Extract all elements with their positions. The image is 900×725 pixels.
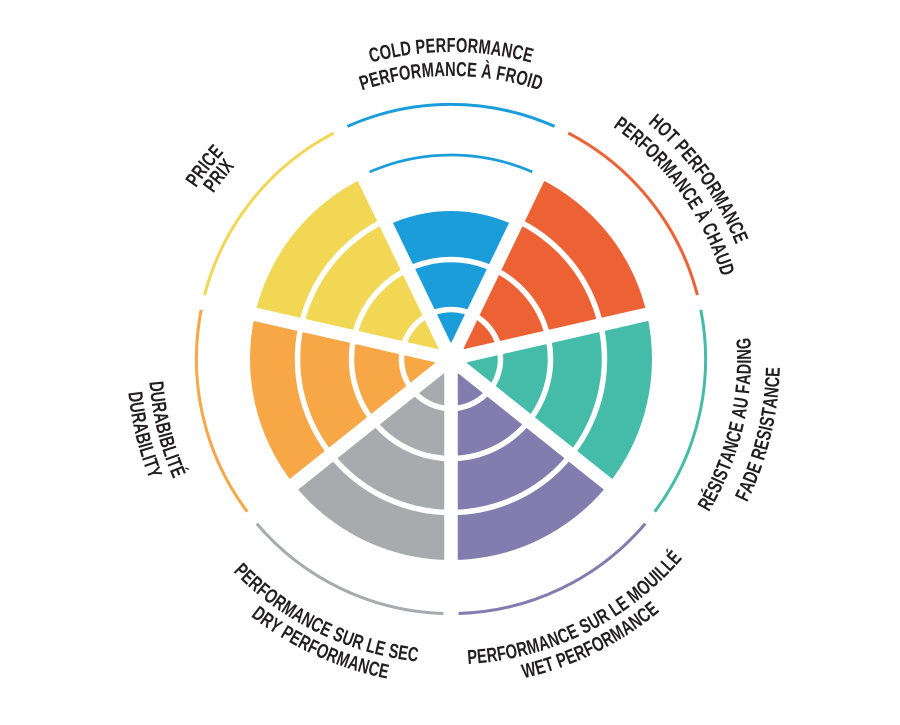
svg-text:C: C xyxy=(510,40,525,65)
svg-text:E: E xyxy=(397,641,410,665)
svg-text:E: E xyxy=(476,644,488,668)
svg-text:R: R xyxy=(467,34,479,58)
svg-text:R: R xyxy=(435,34,446,57)
svg-text:U: U xyxy=(146,390,170,403)
svg-text:N: N xyxy=(445,58,456,81)
svg-text:O: O xyxy=(377,40,393,65)
svg-text:O: O xyxy=(503,639,519,664)
svg-text:M: M xyxy=(421,58,435,82)
svg-text:A: A xyxy=(758,396,782,410)
svg-text:E: E xyxy=(466,58,478,82)
svg-text:C: C xyxy=(760,376,784,388)
svg-text:A: A xyxy=(732,373,756,385)
svg-text:I: I xyxy=(525,68,535,91)
svg-text:D: D xyxy=(124,390,148,403)
svg-text:F: F xyxy=(495,61,508,85)
svg-text:D: D xyxy=(399,36,413,60)
svg-text:S: S xyxy=(755,414,779,428)
svg-text:O: O xyxy=(514,65,531,90)
svg-text:N: N xyxy=(733,349,756,360)
svg-text:O: O xyxy=(456,34,468,57)
svg-text:F: F xyxy=(447,34,456,57)
svg-text:B: B xyxy=(151,420,176,436)
svg-text:I: I xyxy=(754,424,777,433)
svg-text:W: W xyxy=(519,657,538,683)
svg-text:N: N xyxy=(759,386,783,399)
svg-text:À: À xyxy=(480,58,494,83)
svg-text:R: R xyxy=(485,643,499,667)
svg-text:I: I xyxy=(154,430,177,440)
svg-text:D: D xyxy=(145,380,169,393)
svg-text:A: A xyxy=(149,410,174,425)
svg-text:I: I xyxy=(161,451,184,462)
svg-text:C: C xyxy=(406,642,420,666)
svg-text:C: C xyxy=(456,58,468,81)
svg-text:I: I xyxy=(733,360,756,364)
svg-text:M: M xyxy=(524,633,542,658)
svg-text:R: R xyxy=(503,63,518,88)
svg-text:A: A xyxy=(727,406,752,421)
svg-text:R: R xyxy=(127,410,152,425)
svg-text:A: A xyxy=(434,58,446,81)
svg-text:P: P xyxy=(414,35,426,59)
svg-text:N: N xyxy=(500,38,514,62)
svg-text:E: E xyxy=(761,366,784,377)
svg-text:F: F xyxy=(495,641,508,665)
svg-text:U: U xyxy=(729,396,753,410)
svg-text:E: E xyxy=(425,34,436,58)
svg-text:I: I xyxy=(138,452,161,463)
svg-text:R: R xyxy=(409,59,422,83)
svg-text:G: G xyxy=(732,337,756,350)
svg-text:O: O xyxy=(397,61,412,85)
svg-text:A: A xyxy=(129,420,154,435)
svg-text:P: P xyxy=(467,645,479,669)
svg-text:A: A xyxy=(489,36,503,60)
svg-text:R: R xyxy=(147,400,171,414)
svg-text:M: M xyxy=(477,35,492,59)
svg-text:I: I xyxy=(134,440,157,450)
svg-text:F: F xyxy=(731,383,755,394)
svg-text:U: U xyxy=(125,400,149,414)
svg-text:T: T xyxy=(757,406,781,419)
svg-text:L: L xyxy=(389,38,402,62)
svg-text:S: S xyxy=(387,639,401,663)
svg-text:D: D xyxy=(732,363,755,375)
